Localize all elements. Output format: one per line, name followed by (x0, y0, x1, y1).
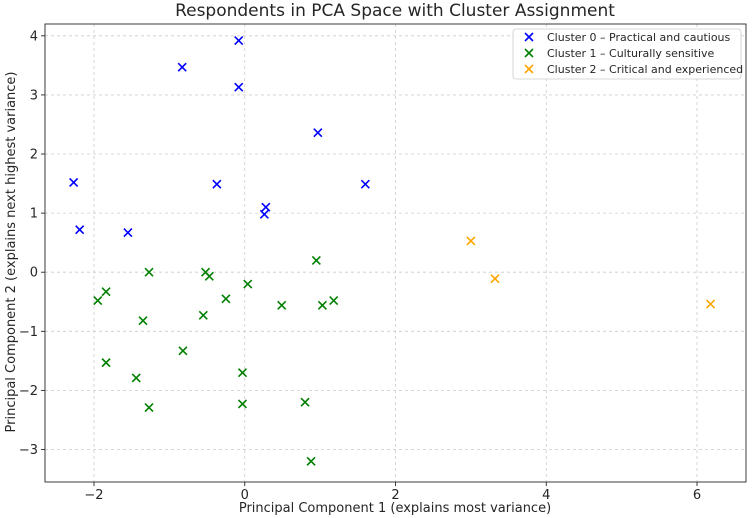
chart-title: Respondents in PCA Space with Cluster As… (175, 1, 615, 21)
cluster-1-point (317, 300, 327, 310)
y-axis-label: Principal Component 2 (explains next hig… (4, 72, 19, 433)
x-tick-label: 2 (391, 488, 399, 503)
y-tick-label: −3 (19, 443, 38, 458)
cluster-2-point (466, 236, 476, 246)
legend-box (512, 28, 742, 80)
legend-marker-cluster-2 (524, 64, 534, 74)
y-tick-label: 0 (30, 266, 38, 281)
cluster-1-point (138, 316, 148, 326)
grid-lines (45, 24, 746, 482)
legend-label-cluster-1: Cluster 1 – Culturally sensitive (547, 47, 715, 60)
x-tick-label: 6 (693, 488, 701, 503)
y-tick-label: 1 (30, 207, 38, 222)
cluster-1-point (144, 402, 154, 413)
cluster-1-point (237, 368, 248, 378)
cluster-0-point (212, 179, 222, 189)
cluster-0-point (123, 228, 133, 238)
legend-label-cluster-0: Cluster 0 – Practical and cautious (547, 31, 731, 44)
cluster-0-point (261, 202, 271, 212)
cluster-1-point (204, 271, 214, 281)
cluster-1-point (300, 397, 310, 407)
cluster-1-point (101, 358, 111, 368)
cluster-0-point (313, 128, 323, 138)
legend-marker-cluster-1 (524, 48, 534, 58)
cluster-0-point (75, 225, 85, 235)
y-tick-label: 3 (30, 88, 38, 103)
legend-marker-cluster-0 (524, 32, 534, 42)
cluster-2-point (490, 274, 500, 284)
cluster-1-point (243, 279, 253, 289)
cluster-0-point (234, 35, 244, 46)
x-tick-label: 0 (241, 488, 249, 503)
y-tick-label: −2 (19, 384, 38, 399)
y-tick-label: 2 (30, 148, 38, 163)
cluster-1-point (178, 346, 188, 356)
x-tick-label: −2 (84, 488, 103, 503)
cluster-0-point (360, 179, 370, 189)
cluster-0-point (177, 62, 187, 72)
cluster-1-point (311, 255, 321, 265)
cluster-1-point (93, 296, 103, 306)
x-tick-label: 4 (542, 488, 550, 503)
y-tick-label: −1 (19, 325, 38, 340)
cluster-1-point (221, 294, 231, 304)
axis-ticks: −2 0 2 4 6 −3 −2 −1 0 1 2 3 4 (19, 29, 701, 503)
cluster-1-point (329, 296, 339, 306)
cluster-0-point (234, 82, 244, 92)
cluster-0-point (69, 177, 79, 187)
cluster-0-point (259, 209, 269, 219)
x-axis-label: Principal Component 1 (explains most var… (239, 501, 551, 516)
cluster-1-point (306, 456, 316, 466)
cluster-1-point (144, 267, 154, 277)
data-points (69, 35, 716, 466)
legend: Cluster 0 – Practical and cautious Cluste… (512, 28, 743, 80)
cluster-1-point (101, 287, 111, 297)
cluster-1-point (277, 300, 287, 310)
cluster-2-point (706, 299, 716, 309)
y-tick-label: 4 (30, 29, 38, 44)
cluster-1-point (198, 310, 208, 320)
legend-label-cluster-2: Cluster 2 – Critical and experienced (547, 63, 743, 76)
cluster-1-point (237, 399, 248, 409)
cluster-1-point (131, 373, 141, 383)
